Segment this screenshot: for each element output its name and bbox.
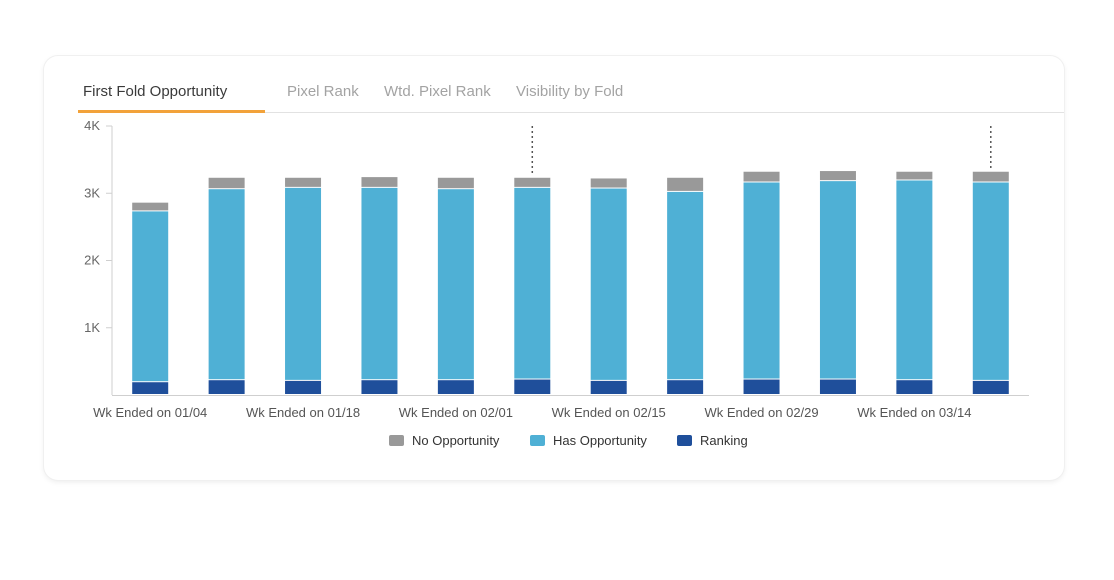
bar-ranking [361, 380, 398, 394]
bar-no-opportunity [972, 171, 1009, 182]
legend-swatch-no-opportunity [389, 435, 404, 446]
y-tick-label: 2K [84, 253, 100, 268]
legend-has-opportunity[interactable]: Has Opportunity [530, 433, 647, 448]
bar-ranking [132, 382, 169, 394]
bar-ranking [208, 380, 245, 394]
tab-pixel-rank[interactable]: Pixel Rank [287, 83, 359, 100]
y-tick-label: 3K [84, 185, 100, 200]
chart-card: First Fold Opportunity Pixel Rank Wtd. P… [44, 56, 1064, 480]
bar-ranking [667, 380, 704, 394]
x-tick-label: Wk Ended on 01/18 [246, 405, 360, 420]
bar-ranking [743, 379, 780, 394]
bar-has-opportunity [667, 191, 704, 380]
bar-no-opportunity [819, 171, 856, 181]
bar-no-opportunity [132, 202, 169, 211]
bar-has-opportunity [361, 187, 398, 380]
legend-swatch-ranking [677, 435, 692, 446]
bar-no-opportunity [743, 171, 780, 182]
legend-label: Has Opportunity [553, 433, 647, 448]
legend-label: Ranking [700, 433, 748, 448]
tab-label: Wtd. Pixel Rank [384, 83, 491, 100]
x-tick-label: Wk Ended on 01/04 [93, 405, 207, 420]
x-tick-label: Wk Ended on 03/14 [857, 405, 971, 420]
tab-bar: First Fold Opportunity Pixel Rank Wtd. P… [78, 56, 1064, 113]
legend-no-opportunity[interactable]: No Opportunity [389, 433, 499, 448]
bar-no-opportunity [285, 177, 322, 187]
bar-no-opportunity [514, 177, 551, 187]
bar-ranking [590, 380, 627, 394]
bar-no-opportunity [896, 171, 933, 180]
stacked-bar-chart: 4K 3K 2K 1K Wk Ended on 01/04 Wk Ended on 01/… [84, 118, 1029, 420]
bar-ranking [896, 380, 933, 394]
tab-first-fold-opportunity[interactable]: First Fold Opportunity [83, 83, 227, 100]
bar-has-opportunity [437, 189, 474, 380]
bar-no-opportunity [208, 177, 245, 189]
bar-no-opportunity [361, 177, 398, 187]
tab-label: Visibility by Fold [516, 83, 624, 100]
bar-ranking [285, 380, 322, 394]
x-tick-label: Wk Ended on 02/15 [552, 405, 666, 420]
bar-has-opportunity [819, 181, 856, 379]
bar-has-opportunity [972, 182, 1009, 380]
active-tab-indicator [78, 110, 265, 113]
bar-ranking [819, 379, 856, 394]
bar-has-opportunity [743, 182, 780, 379]
tab-visibility-by-fold[interactable]: Visibility by Fold [516, 83, 623, 100]
bar-has-opportunity [590, 188, 627, 380]
bar-has-opportunity [208, 189, 245, 380]
y-tick-label: 1K [84, 320, 100, 335]
tab-label: First Fold Opportunity [83, 83, 228, 100]
legend-label: No Opportunity [412, 433, 500, 448]
y-tick-label: 4K [84, 118, 100, 133]
bar-ranking [972, 380, 1009, 394]
bar-no-opportunity [590, 178, 627, 188]
legend-ranking[interactable]: Ranking [677, 433, 748, 448]
bar-ranking [514, 379, 551, 394]
bar-has-opportunity [896, 180, 933, 380]
x-tick-label: Wk Ended on 02/29 [704, 405, 818, 420]
tab-label: Pixel Rank [287, 83, 359, 100]
tab-wtd-pixel-rank[interactable]: Wtd. Pixel Rank [384, 83, 491, 100]
bar-has-opportunity [285, 187, 322, 380]
bar-no-opportunity [437, 177, 474, 189]
bar-no-opportunity [667, 177, 704, 191]
x-tick-label: Wk Ended on 02/01 [399, 405, 513, 420]
legend-swatch-has-opportunity [530, 435, 545, 446]
bar-ranking [437, 380, 474, 394]
bar-has-opportunity [132, 211, 169, 382]
bar-has-opportunity [514, 187, 551, 379]
